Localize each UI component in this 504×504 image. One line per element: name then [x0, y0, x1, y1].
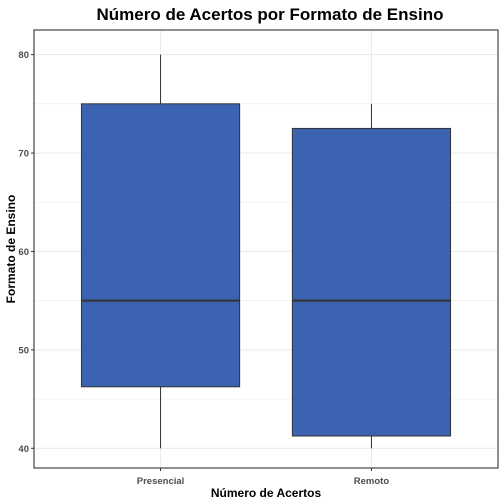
box-body — [80, 103, 241, 388]
y-axis: 40 50 60 70 80 — [18, 50, 34, 455]
y-tick-label: 80 — [18, 50, 29, 61]
y-axis-label: Formato de Ensino — [4, 195, 18, 304]
panel-border — [33, 29, 499, 469]
chart-title: Número de Acertos por Formato de Ensino — [97, 5, 444, 24]
y-tick-label: 60 — [18, 247, 29, 258]
box-presencial — [80, 54, 241, 449]
y-tick-label: 50 — [18, 345, 29, 356]
box-remoto — [291, 103, 452, 449]
x-axis: Presencial Remoto — [137, 468, 390, 487]
x-tick-label: Remoto — [354, 476, 390, 487]
y-tick-label: 70 — [18, 149, 29, 160]
y-tick-label: 40 — [18, 444, 29, 455]
x-tick-label: Presencial — [137, 476, 185, 487]
box-series — [80, 54, 452, 449]
x-axis-label: Número de Acertos — [211, 486, 322, 500]
box-body — [291, 127, 452, 437]
